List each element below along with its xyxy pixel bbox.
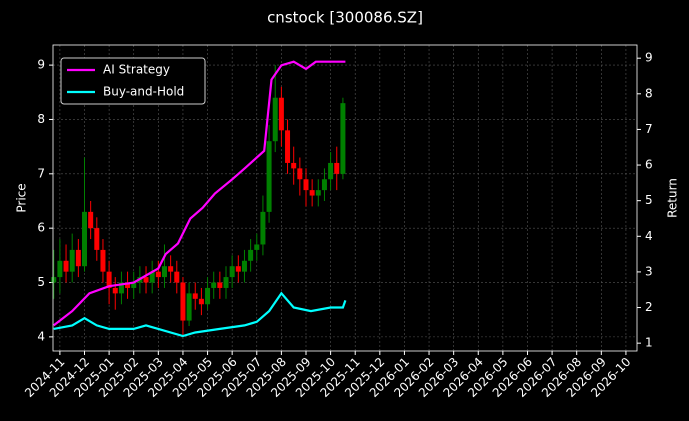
legend-box bbox=[60, 57, 206, 105]
candle-body bbox=[51, 277, 57, 283]
candle-body bbox=[82, 211, 88, 267]
candle-body bbox=[94, 228, 100, 250]
candle-body bbox=[205, 287, 211, 305]
candle-body bbox=[229, 266, 235, 278]
candle-body bbox=[291, 162, 297, 169]
y-tick-label: 8 bbox=[37, 112, 45, 126]
candle-body bbox=[211, 282, 217, 288]
candle-body bbox=[161, 266, 167, 278]
candle-body bbox=[168, 266, 174, 272]
y-tick-label: 9 bbox=[37, 58, 45, 72]
candle-body bbox=[285, 130, 291, 163]
candle-body bbox=[248, 249, 254, 261]
candle-body bbox=[180, 282, 186, 321]
candle-body bbox=[106, 271, 112, 288]
candle-body bbox=[88, 211, 94, 229]
candle-body bbox=[100, 249, 106, 272]
candle-body bbox=[321, 179, 327, 191]
candle-body bbox=[149, 271, 155, 283]
candle-body bbox=[143, 277, 149, 283]
y2-axis-label: Return bbox=[666, 178, 680, 218]
candle-body bbox=[254, 244, 260, 250]
candle-body bbox=[328, 162, 334, 180]
y-tick-label: 5 bbox=[37, 275, 45, 289]
candle-body bbox=[303, 179, 309, 191]
candle-body bbox=[186, 293, 192, 321]
y2-tick-label: 7 bbox=[645, 122, 653, 136]
y-tick-label: 4 bbox=[37, 329, 45, 343]
candle-body bbox=[69, 249, 75, 272]
candle-body bbox=[340, 103, 346, 174]
candle-body bbox=[75, 249, 81, 267]
candle-body bbox=[266, 141, 272, 212]
candle-body bbox=[155, 271, 161, 278]
chart-title: cnstock [300086.SZ] bbox=[267, 9, 423, 27]
y2-tick-label: 6 bbox=[645, 158, 653, 172]
candle-body bbox=[131, 282, 137, 288]
candle-body bbox=[272, 97, 278, 142]
candle-body bbox=[241, 260, 247, 272]
plot-frame bbox=[52, 44, 638, 352]
y2-tick-label: 4 bbox=[645, 229, 653, 243]
candle-body bbox=[192, 293, 198, 299]
candle-body bbox=[309, 190, 315, 196]
candle-body bbox=[63, 260, 69, 272]
y2-tick-label: 9 bbox=[645, 51, 653, 65]
candle-body bbox=[235, 266, 241, 272]
candle-body bbox=[118, 282, 124, 294]
candle-body bbox=[217, 282, 223, 288]
candle-body bbox=[278, 97, 284, 131]
line-series bbox=[53, 291, 347, 338]
candle-body bbox=[198, 298, 204, 305]
y2-tick-label: 8 bbox=[645, 86, 653, 100]
y-tick-label: 6 bbox=[37, 221, 45, 235]
y-tick-label: 7 bbox=[37, 166, 45, 180]
candle-body bbox=[57, 260, 63, 278]
candle-body bbox=[297, 168, 303, 180]
candle-body bbox=[334, 162, 340, 174]
candle-body bbox=[223, 277, 229, 288]
y2-tick-label: 5 bbox=[645, 193, 653, 207]
line-series bbox=[53, 60, 346, 327]
y-axis-label: Price bbox=[15, 183, 29, 212]
candle-body bbox=[315, 190, 321, 196]
y2-tick-label: 3 bbox=[645, 264, 653, 278]
candle-body bbox=[125, 282, 131, 288]
candle-body bbox=[260, 211, 266, 245]
candle-body bbox=[174, 271, 180, 283]
y2-tick-label: 1 bbox=[645, 336, 653, 350]
y2-tick-label: 2 bbox=[645, 300, 653, 314]
candle-body bbox=[112, 287, 118, 294]
legend-label: Buy-and-Hold bbox=[103, 85, 184, 99]
legend-label: AI Strategy bbox=[103, 63, 170, 77]
